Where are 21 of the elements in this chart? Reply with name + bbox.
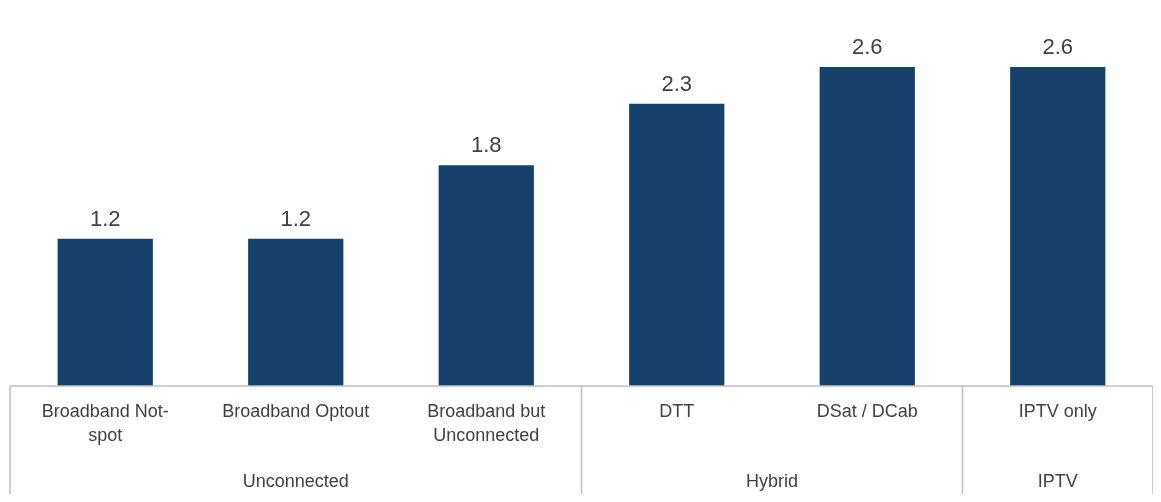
text: Hybrid	[745, 470, 799, 491]
bar	[819, 67, 915, 386]
data-label: 2.3	[661, 70, 693, 96]
x-tick-label: DTT	[659, 400, 695, 421]
text: IPTV	[1037, 470, 1078, 491]
x-tick-label: IPTV only	[1018, 400, 1097, 421]
bar	[57, 238, 153, 386]
data-label: 2.6	[851, 34, 883, 60]
x-tick-label: Broadband Optout	[222, 400, 370, 421]
x-tick-label: Broadband but Unconnected	[427, 400, 546, 445]
data-label: 1.2	[280, 205, 312, 231]
data-label: 2.6	[1042, 34, 1074, 60]
bar	[248, 238, 344, 386]
bar	[1010, 67, 1106, 386]
bar	[438, 165, 534, 386]
text: Unconnected	[242, 470, 349, 491]
x-tick-label: DSat / DCab	[816, 400, 918, 421]
data-label: 1.2	[89, 205, 121, 231]
x-tick-label: Broadband Not-spot	[41, 400, 169, 445]
bar	[629, 103, 725, 386]
data-label: 1.8	[470, 132, 502, 158]
